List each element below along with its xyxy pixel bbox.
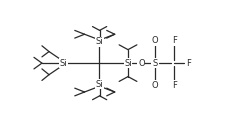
Text: O: O xyxy=(138,59,145,68)
Text: F: F xyxy=(186,59,191,68)
Text: Si: Si xyxy=(96,38,104,46)
Text: F: F xyxy=(172,36,177,46)
Text: F: F xyxy=(172,81,177,90)
Text: Si: Si xyxy=(59,59,67,68)
Text: O: O xyxy=(151,36,158,46)
Text: Si: Si xyxy=(124,59,132,68)
Text: S: S xyxy=(152,59,157,68)
Text: Si: Si xyxy=(96,80,104,89)
Text: O: O xyxy=(151,81,158,90)
